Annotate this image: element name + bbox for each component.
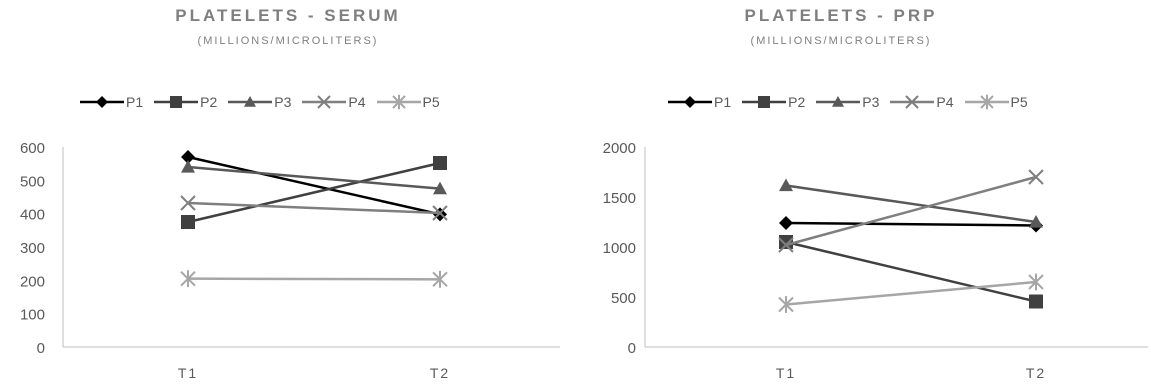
data-point-p4 xyxy=(1028,169,1044,185)
legend-swatch xyxy=(302,95,347,109)
chart-title: PLATELETS - SERUM xyxy=(175,6,401,25)
chart-title: PLATELETS - PRP xyxy=(744,6,938,25)
legend-label: P5 xyxy=(1010,94,1028,110)
series-line-p1 xyxy=(785,221,1037,227)
legend-item-p3: P3 xyxy=(816,93,879,111)
plot-area: 0 500 1000 1500 2000 T1 T2 xyxy=(603,140,1148,381)
y-tick-label: 300 xyxy=(20,240,45,257)
series-line-p5 xyxy=(187,277,441,281)
y-tick-label: 200 xyxy=(20,273,45,290)
data-point-p5 xyxy=(778,296,794,313)
series-line-p4 xyxy=(187,201,441,215)
data-point-p1 xyxy=(779,216,793,230)
data-point-p5 xyxy=(432,270,448,288)
legend-label: P3 xyxy=(274,94,292,110)
data-point-p5 xyxy=(180,270,196,288)
data-point-p1 xyxy=(181,150,195,164)
legend-item-p3: P3 xyxy=(228,93,291,111)
y-tick-label: 0 xyxy=(37,340,45,357)
legend-swatch xyxy=(376,94,421,110)
chart-subtitle: (MILLIONS/MICROLITERS) xyxy=(750,35,932,47)
legend-swatch xyxy=(154,96,199,108)
data-point-p2 xyxy=(1029,294,1043,309)
chart-serum: PLATELETS - SERUM (MILLIONS/MICROLITERS)… xyxy=(20,6,560,381)
data-point-p4 xyxy=(432,205,448,221)
series-line-p1 xyxy=(187,155,441,216)
data-point-p2 xyxy=(779,235,793,249)
legend-item-p5: P5 xyxy=(964,93,1028,111)
x-tick-label: T2 xyxy=(1026,365,1046,381)
data-point-p4 xyxy=(778,237,794,253)
legend-swatch xyxy=(742,96,787,108)
data-point-p2 xyxy=(181,215,195,229)
y-tick-label: 1500 xyxy=(603,190,636,207)
legend-item-p1: P1 xyxy=(80,93,143,111)
data-point-p5 xyxy=(1028,273,1044,291)
series-line-p2 xyxy=(187,161,441,224)
legend-swatch xyxy=(964,94,1009,110)
legend-item-p2: P2 xyxy=(154,93,217,111)
y-tick-label: 600 xyxy=(20,140,45,157)
legend-item-p4: P4 xyxy=(890,93,954,111)
y-tick-label: 0 xyxy=(628,340,636,357)
chart-subtitle: (MILLIONS/MICROLITERS) xyxy=(197,35,379,47)
chart-legend: P1 P2 P3 P4 P5 xyxy=(668,92,1039,112)
series-line-p2 xyxy=(785,240,1037,303)
data-point-p2 xyxy=(433,156,447,170)
y-tick-label: 1000 xyxy=(603,240,636,257)
series-line-p5 xyxy=(785,280,1037,306)
y-tick-label: 400 xyxy=(20,207,45,224)
data-point-p3 xyxy=(433,181,447,195)
y-tick-label: 500 xyxy=(611,290,636,307)
series-line-p3 xyxy=(785,184,1037,224)
legend-swatch xyxy=(80,96,124,108)
legend-label: P2 xyxy=(788,94,806,110)
data-point-p3 xyxy=(779,178,793,192)
data-point-p3 xyxy=(181,160,195,173)
data-point-p4 xyxy=(180,195,196,211)
x-tick-label: T1 xyxy=(776,365,796,381)
legend-item-p2: P2 xyxy=(742,93,805,111)
legend-swatch xyxy=(890,95,935,109)
legend-swatch xyxy=(668,96,712,108)
legend-item-p4: P4 xyxy=(302,93,366,111)
y-tick-label: 100 xyxy=(20,307,45,324)
legend-label: P1 xyxy=(126,94,144,110)
plot-area: 0 100 200 300 400 500 600 T1 T2 xyxy=(20,140,560,381)
legend-swatch xyxy=(816,96,861,107)
legend-label: P5 xyxy=(422,94,440,110)
data-point-p3 xyxy=(1029,215,1043,228)
legend-label: P1 xyxy=(714,94,732,110)
legend-label: P4 xyxy=(936,94,954,110)
x-tick-label: T2 xyxy=(430,365,450,381)
x-tick-label: T1 xyxy=(178,365,198,381)
legend-label: P2 xyxy=(200,94,218,110)
legend-swatch xyxy=(228,96,273,107)
y-tick-label: 500 xyxy=(20,173,45,190)
legend-item-p1: P1 xyxy=(668,93,731,111)
chart-prp: PLATELETS - PRP (MILLIONS/MICROLITERS) P… xyxy=(576,0,1151,385)
chart-legend: P1 P2 P3 P4 P5 xyxy=(80,92,451,112)
series-line-p4 xyxy=(785,175,1037,247)
legend-item-p5: P5 xyxy=(376,93,440,111)
legend-label: P4 xyxy=(348,94,366,110)
series-line-p3 xyxy=(187,165,441,190)
legend-label: P3 xyxy=(862,94,880,110)
y-tick-label: 2000 xyxy=(603,140,636,157)
